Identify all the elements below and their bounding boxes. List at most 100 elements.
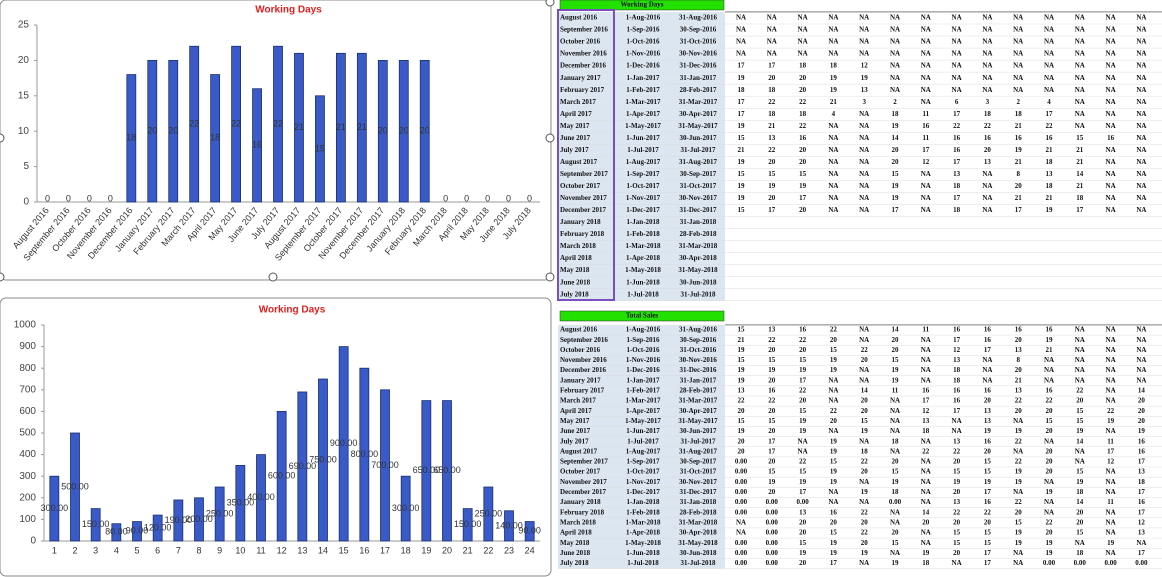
x-tick-label: 1 [52,545,57,555]
table-cell: 22 [799,122,807,130]
table-cell: 19 [799,182,807,190]
table-cell: July 2017 [560,146,589,154]
table-cell: 0.00 [735,478,748,486]
data-label: 20 [420,126,430,136]
table-cell: 15 [953,529,961,537]
table-cell: NA [1013,559,1023,567]
table-cell: NA [859,366,869,374]
table-cell: NA [1106,366,1116,374]
table-cell: NA [921,170,931,178]
data-label: 140.00 [495,520,523,530]
table-cell: 22 [984,508,992,516]
table-cell: October 2017 [560,182,601,190]
table-cell: 19 [892,478,900,486]
bar [90,508,101,542]
table-cell: NA [890,86,900,94]
table-cell: 20 [830,417,838,425]
table-cell: NA [859,559,869,567]
table-cell: 17 [830,559,838,567]
table-cell: NA [890,14,900,22]
y-tick-label: 100 [19,514,36,525]
table-cell: March 2018 [560,518,596,526]
table-cell: NA [952,50,962,58]
table-cell: 19 [738,122,746,130]
table-cell: 14 [1076,437,1084,445]
table-cell: 20 [1138,397,1146,405]
table-cell: 20 [768,158,776,166]
table-cell: NA [921,336,931,344]
table-cell: 17 [892,206,900,214]
table-cell: 30-Nov-2016 [679,356,717,364]
table-cell: 1-May-2017 [625,122,661,130]
table-cell: NA [952,86,962,94]
table-cell: 31-May-2017 [678,122,718,130]
table-cell: 1-Jul-2018 [627,559,659,567]
table-cell: NA [1106,518,1116,526]
table-cell: 1-Sep-2017 [626,170,660,178]
table-cell: 1-Mar-2017 [625,397,661,405]
table-cell: 20 [1015,508,1023,516]
table-cell: 0.00 [735,559,748,567]
table-cell: August 2017 [560,158,598,166]
table-cell: 1-Jul-2017 [627,437,659,445]
table-cell: 31-Aug-2016 [679,14,718,22]
table-cell: 20 [861,356,869,364]
x-tick-label: 16 [359,545,369,555]
table-cell: NA [1106,326,1116,334]
table-cell: 11 [1107,437,1114,445]
table-cell: 12 [922,158,930,166]
table-cell: NA [828,26,838,34]
table-cell: NA [1136,122,1146,130]
table-cell: 21 [1076,146,1084,154]
table-cell: NA [1106,110,1116,118]
table-cell: 15 [1076,468,1084,476]
table-cell: NA [1075,366,1085,374]
table-cell: 15 [768,170,776,178]
table-cell: NA [859,122,869,130]
bar [359,367,370,542]
bar [318,378,328,542]
table-cell: 1-Dec-2016 [626,366,660,374]
bar [377,60,388,203]
table-cell: NA [1136,98,1146,106]
table-cell: NA [859,14,869,22]
table-cell: 1-Mar-2017 [625,98,661,106]
table-cell: 19 [1046,336,1054,344]
table-cell: 19 [738,158,746,166]
table-cell: 0.00 [889,498,902,506]
table-cell: 18 [738,86,746,94]
table-cell: 18 [953,366,961,374]
table-cell: NA [1106,387,1116,395]
table-cell: 15 [799,170,807,178]
table-cell: 19 [1076,478,1084,486]
table-cell: 31-Mar-2017 [679,98,718,106]
table-cell: 20 [953,458,961,466]
table-cell: NA [1075,376,1085,384]
table-cell: 20 [768,458,776,466]
table-cell: NA [982,182,992,190]
table-cell: 21 [1015,376,1023,384]
table-cell: NA [798,50,808,58]
table-cell: 19 [1015,146,1023,154]
table-cell: 13 [984,158,992,166]
y-tick-label: 1000 [14,320,37,331]
table-cell: 20 [984,397,992,405]
table-cell: August 2017 [560,447,598,455]
table-cell: August 2016 [560,14,598,22]
table-cell: 19 [830,539,838,547]
table-cell: January 2018 [560,218,601,226]
table-cell: NA [952,26,962,34]
table-cell: 15 [768,417,776,425]
table-cell: 1-Feb-2017 [626,387,660,395]
table-cell: 22 [768,146,776,154]
table-cell: NA [952,62,962,70]
data-label: 250.00 [475,508,503,518]
table-cell: 31-Oct-2016 [680,38,717,46]
table-cell: 15 [984,458,992,466]
table-cell: 15 [830,529,838,537]
table-cell: 20 [861,468,869,476]
bar [338,346,349,542]
table-cell: NA [798,38,808,46]
table-cell: 22 [1015,458,1023,466]
table-cell: NA [1136,326,1146,334]
